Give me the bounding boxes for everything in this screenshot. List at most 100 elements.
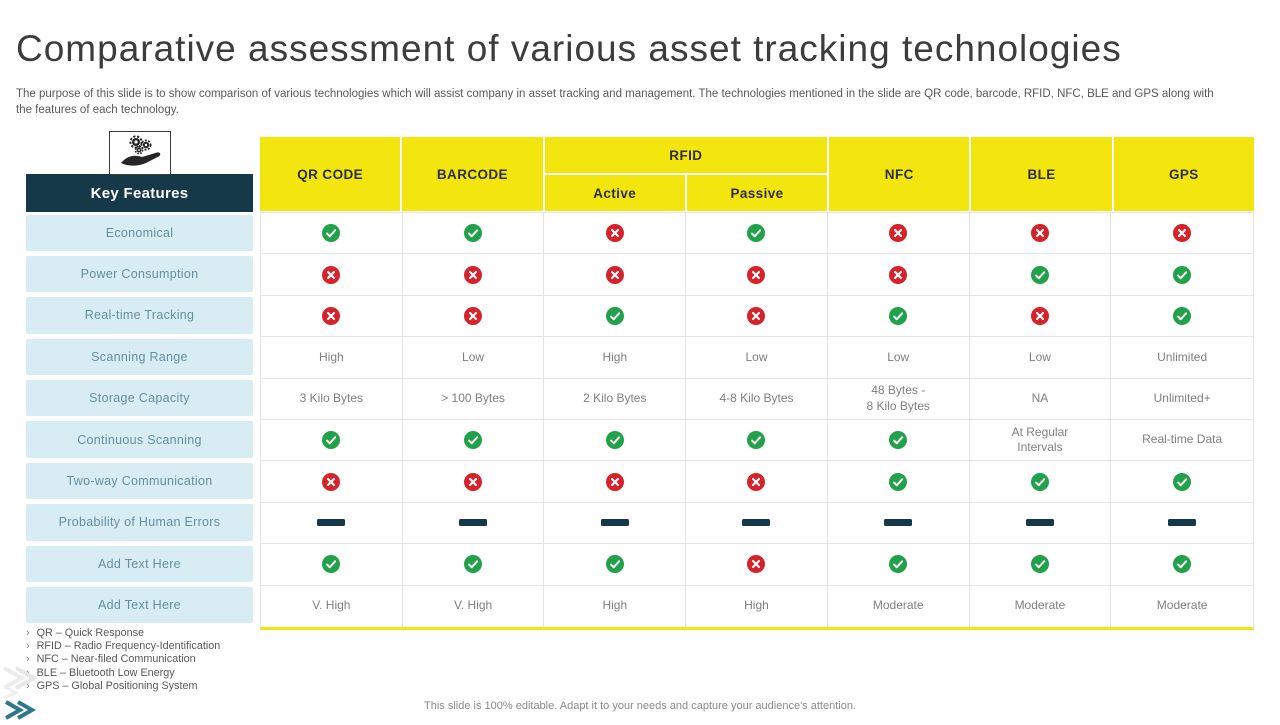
cross-icon bbox=[322, 265, 341, 284]
table-cell: V. High bbox=[403, 585, 545, 627]
cell-text: Real-time Data bbox=[1142, 432, 1223, 447]
cross-icon bbox=[1173, 224, 1192, 243]
check-icon bbox=[1030, 265, 1049, 284]
feature-row: Economical bbox=[26, 212, 253, 253]
check-icon bbox=[322, 224, 341, 243]
table-cell: > 100 Bytes bbox=[402, 378, 545, 420]
cell-text: Low bbox=[887, 349, 910, 364]
cross-icon bbox=[1030, 224, 1049, 243]
table-cell: V. High bbox=[261, 585, 403, 627]
table-cell bbox=[969, 544, 1112, 586]
table-cell bbox=[686, 461, 828, 503]
check-icon bbox=[747, 431, 766, 450]
column-header-barcode: BARCODE bbox=[402, 137, 543, 211]
table-cell: Low bbox=[686, 337, 828, 379]
cell-text: 3 Kilo Bytes bbox=[299, 390, 364, 405]
table-cell bbox=[969, 254, 1112, 296]
feature-label: Economical bbox=[26, 214, 253, 251]
cross-icon bbox=[605, 265, 624, 284]
table-cell: Low bbox=[402, 337, 545, 379]
cross-icon bbox=[464, 306, 483, 325]
table-cell: Unlimited+ bbox=[1111, 379, 1253, 420]
table-cell bbox=[827, 419, 970, 462]
table-cell bbox=[827, 502, 970, 545]
cell-text: Low bbox=[1028, 349, 1051, 364]
cell-text: Low bbox=[462, 349, 485, 364]
legend-item: › NFC – Near-filed Communication bbox=[26, 653, 220, 666]
table-header: QR CODE BARCODE RFID Active Passive NFC … bbox=[260, 137, 1254, 211]
table-cell bbox=[261, 419, 403, 462]
feature-label: Two-way Communication bbox=[26, 462, 253, 500]
feature-label: Storage Capacity bbox=[26, 380, 253, 417]
check-icon bbox=[605, 431, 624, 450]
cross-icon bbox=[322, 472, 341, 491]
legend-item: › QR – Quick Response bbox=[26, 627, 220, 640]
check-icon bbox=[322, 555, 341, 574]
table-cell bbox=[402, 461, 545, 503]
cell-text: Moderate bbox=[1014, 598, 1066, 613]
check-icon bbox=[464, 555, 483, 574]
table-cell bbox=[544, 502, 687, 545]
feature-label: Probability of Human Errors bbox=[26, 504, 253, 541]
column-header-nfc: NFC bbox=[829, 137, 970, 211]
column-header-ble: BLE bbox=[971, 137, 1112, 211]
table-cell: High bbox=[261, 337, 403, 379]
table-body: High Low High Low Low Low Unlimited 3 Kilo Byte… bbox=[260, 212, 1254, 630]
check-icon bbox=[1030, 555, 1049, 574]
table-cell bbox=[1111, 213, 1253, 255]
feature-label: Add Text Here bbox=[26, 587, 253, 624]
column-header-qr-code: QR CODE bbox=[260, 137, 401, 211]
chevron-bullet: › bbox=[26, 640, 30, 653]
table-cell bbox=[686, 295, 828, 338]
cell-text: Low bbox=[745, 349, 768, 364]
table-cell bbox=[686, 213, 828, 255]
table-cell bbox=[827, 544, 970, 586]
table-cell: NA bbox=[969, 378, 1112, 420]
table-cell bbox=[686, 254, 828, 296]
legend: › QR – Quick Response › RFID – Radio Freque… bbox=[26, 627, 220, 693]
table-cell bbox=[686, 419, 828, 462]
column-header-rfid-passive: Passive bbox=[686, 175, 828, 211]
table-cell bbox=[402, 502, 545, 545]
cross-icon bbox=[605, 472, 624, 491]
table-cell bbox=[969, 213, 1112, 255]
feature-row: Scanning Range bbox=[26, 336, 253, 377]
cross-icon bbox=[889, 265, 908, 284]
hand-holding-gears-icon bbox=[118, 133, 162, 174]
table-cell bbox=[544, 419, 687, 462]
table-cell bbox=[544, 544, 687, 586]
check-icon bbox=[464, 224, 483, 243]
check-icon bbox=[1173, 472, 1192, 491]
table-cell bbox=[827, 213, 970, 255]
table-cell bbox=[544, 254, 687, 296]
cell-text: Moderate bbox=[1156, 598, 1208, 613]
cell-text: NA bbox=[1031, 390, 1049, 405]
column-header-rfid-active: Active bbox=[544, 175, 685, 211]
table-cell: Real-time Data bbox=[1111, 420, 1253, 462]
legend-text: GPS – Global Positioning System bbox=[36, 679, 198, 692]
feature-row: Two-way Communication bbox=[26, 460, 253, 501]
cell-text: 48 Bytes -8 Kilo Bytes bbox=[866, 383, 930, 413]
check-icon bbox=[747, 224, 766, 243]
table-cell bbox=[402, 419, 545, 462]
table-cell: Moderate bbox=[1111, 586, 1253, 627]
check-icon bbox=[464, 431, 483, 450]
cross-icon bbox=[605, 224, 624, 243]
cross-icon bbox=[322, 306, 341, 325]
check-icon bbox=[889, 555, 908, 574]
cell-text: > 100 Bytes bbox=[441, 390, 505, 405]
dash-indicator bbox=[459, 519, 488, 527]
cross-icon bbox=[889, 224, 908, 243]
cell-text: At Regular Intervals bbox=[1011, 424, 1069, 455]
column-header-rfid: RFID bbox=[544, 137, 828, 173]
key-features-list: Economical Power Consumption Real-time Tra… bbox=[26, 212, 253, 626]
table-cell bbox=[969, 461, 1112, 503]
table-cell: 4-8 Kilo Bytes bbox=[686, 378, 828, 420]
check-icon bbox=[1173, 306, 1192, 325]
feature-row: Real-time Tracking bbox=[26, 295, 253, 336]
comparison-table: QR CODE BARCODE RFID Active Passive NFC … bbox=[260, 137, 1254, 630]
check-icon bbox=[1173, 265, 1192, 284]
page-title: Comparative assessment of various asset … bbox=[16, 28, 1122, 69]
watermark-chevrons-icon bbox=[2, 664, 72, 703]
legend-text: QR – Quick Response bbox=[36, 627, 145, 639]
